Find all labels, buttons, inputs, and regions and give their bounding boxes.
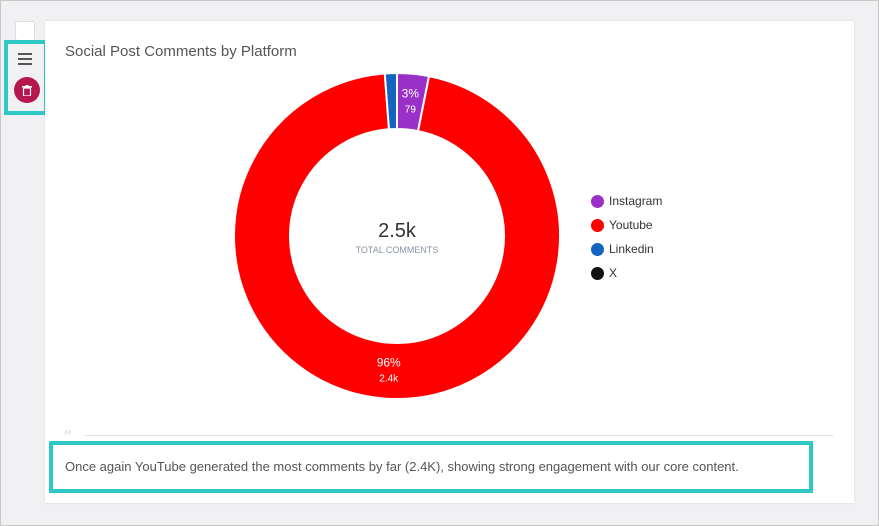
menu-icon[interactable]	[18, 53, 32, 68]
center-value: 2.5k	[378, 220, 417, 242]
trash-icon	[22, 84, 32, 96]
drag-handle[interactable]	[15, 21, 35, 41]
legend-item-linkedin[interactable]: Linkedin	[591, 237, 662, 261]
insight-text[interactable]: Once again YouTube generated the most co…	[49, 441, 813, 493]
legend-swatch	[591, 266, 604, 280]
chart-legend: Instagram Youtube Linkedin X	[591, 189, 662, 285]
donut-chart: 3% 79 96% 2.4k 2.5k TOTAL COMMENTS	[233, 71, 561, 400]
legend-label: Youtube	[609, 218, 653, 232]
widget-toolbar	[4, 40, 48, 115]
legend-label: Linkedin	[609, 242, 654, 256]
legend-item-instagram[interactable]: Instagram	[591, 189, 662, 213]
legend-label: X	[609, 266, 618, 280]
legend-swatch	[591, 218, 604, 232]
legend-swatch	[591, 194, 604, 208]
chart-card: Social Post Comments by Platform 3% 79 96%…	[45, 21, 854, 503]
data-label-percent: 96%	[377, 356, 401, 370]
legend-item-youtube[interactable]: Youtube	[591, 213, 662, 237]
data-label-value: 79	[405, 105, 417, 116]
divider	[85, 435, 834, 436]
center-label: TOTAL COMMENTS	[356, 245, 439, 255]
slice-linkedin[interactable]	[383, 71, 398, 131]
quote-icon: “	[63, 427, 73, 448]
data-label-value: 2.4k	[379, 374, 399, 385]
legend-item-x[interactable]: X	[591, 261, 662, 285]
legend-label: Instagram	[609, 194, 663, 208]
delete-button[interactable]	[14, 77, 40, 103]
chart-title: Social Post Comments by Platform	[65, 43, 297, 60]
slice-youtube[interactable]	[233, 72, 561, 400]
legend-swatch	[591, 242, 604, 256]
data-label-percent: 3%	[402, 87, 420, 101]
